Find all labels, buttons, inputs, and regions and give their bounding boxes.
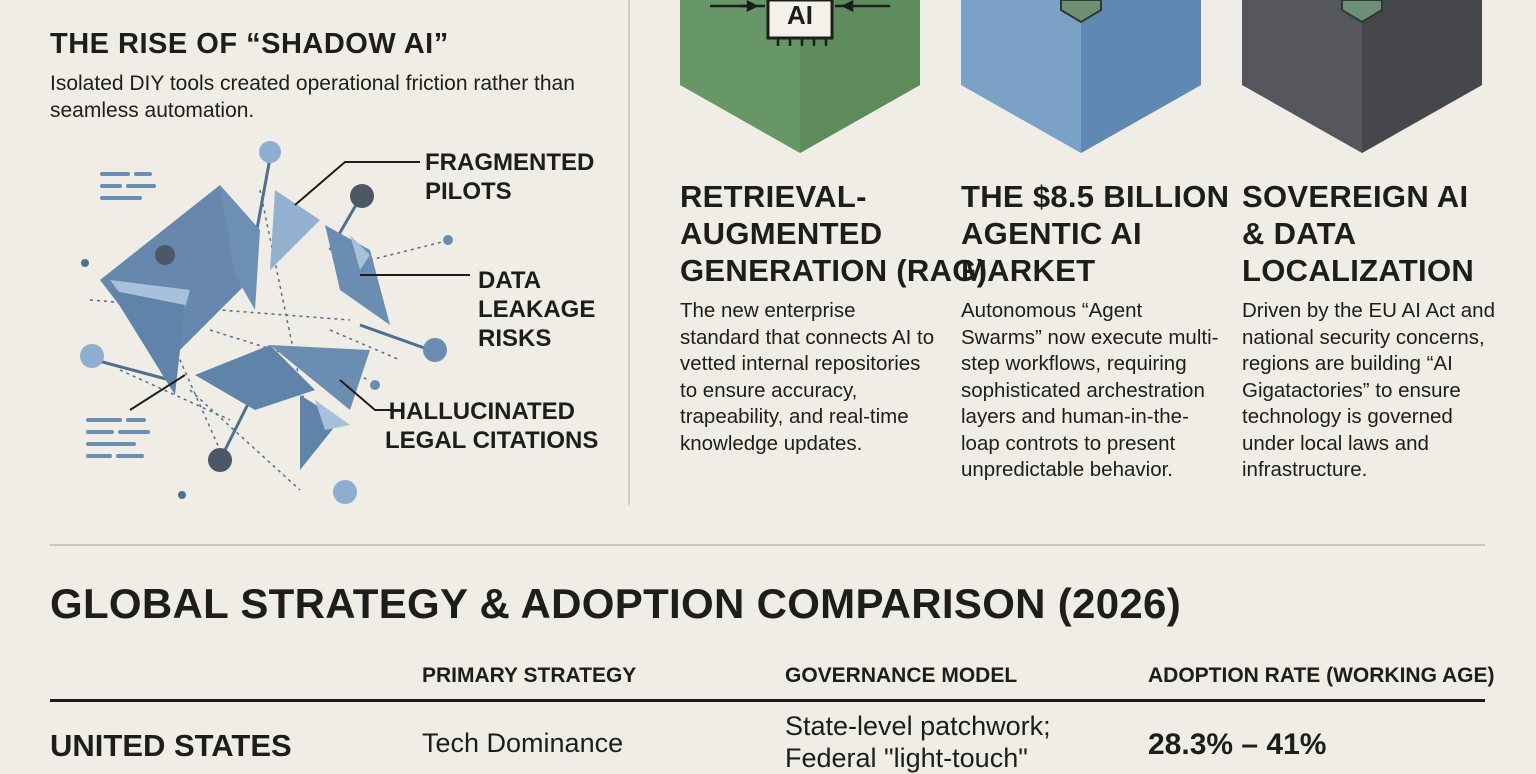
row-country: UNITED STATES [50, 728, 292, 763]
column-body-rag: The new enterprise standard that connect… [680, 299, 935, 455]
title-line: RETRIEVAL- [680, 179, 867, 214]
row-governance: State-level patchwork; Federal "light-to… [785, 710, 1051, 774]
title-line: SOVEREIGN AI [1242, 179, 1469, 214]
agentic-shield-graphic [961, 0, 1201, 153]
header-primary-strategy: PRIMARY STRATEGY [422, 664, 637, 687]
sovereign-shield-graphic [1242, 0, 1482, 153]
column-title-agentic: THE $8.5 BILLION AGENTIC AI MARKET [961, 178, 1229, 289]
title-line: AUGMENTED [680, 216, 883, 251]
callout-hallucinated-citations: HALLUCINATED LEGAL CITATIONS [385, 397, 599, 455]
fragmented-network-illustration [80, 141, 470, 504]
title-line: AGENTIC AI [961, 216, 1142, 251]
section-subtitle-shadow-ai: Isolated DIY tools created operational f… [50, 72, 575, 122]
title-line: GENERATION (RAG) [680, 253, 988, 288]
title-line: LOCALIZATION [1242, 253, 1475, 288]
governance-line: Federal "light-touch" [785, 743, 1028, 773]
title-line: MARKET [961, 253, 1096, 288]
callout-line: HALLUCINATED [388, 398, 575, 425]
governance-line: State-level patchwork; [785, 711, 1051, 741]
column-body-sovereign: Driven by the EU AI Act and national sec… [1242, 299, 1495, 481]
row-strategy: Tech Dominance [422, 728, 624, 758]
callout-line: RISKS [478, 325, 552, 352]
ai-chip-icon [766, 0, 834, 40]
header-adoption-rate: ADOPTION RATE (WORKING AGE) [1148, 664, 1495, 687]
column-body-agentic: Autonomous “Agent Swarms” now execute mu… [961, 299, 1219, 481]
header-governance-model: GOVERNANCE MODEL [785, 664, 1018, 687]
rag-shield-graphic: AI [680, 0, 920, 153]
title-line: & DATA [1242, 216, 1357, 251]
column-title-sovereign: SOVEREIGN AI & DATA LOCALIZATION [1242, 178, 1474, 289]
callout-line: LEGAL CITATIONS [385, 427, 599, 454]
column-title-rag: RETRIEVAL- AUGMENTED GENERATION (RAG) [680, 178, 987, 289]
comparison-title: GLOBAL STRATEGY & ADOPTION COMPARISON (2… [50, 580, 1181, 627]
title-line: THE $8.5 BILLION [961, 179, 1230, 214]
cube-icon [1341, 0, 1383, 24]
cube-icon [1060, 0, 1102, 24]
callout-line: PILOTS [425, 178, 512, 205]
table-header-rule [50, 699, 1485, 702]
row-adoption: 28.3% – 41% [1148, 728, 1327, 761]
callout-data-leakage: DATA LEAKAGE RISKS [478, 266, 595, 353]
vertical-divider [628, 0, 630, 505]
ai-chip-label: AI [787, 0, 813, 30]
callout-fragmented-pilots: FRAGMENTED PILOTS [425, 148, 594, 206]
horizontal-divider [50, 544, 1485, 546]
callout-line: FRAGMENTED [425, 149, 595, 176]
callout-line: LEAKAGE [478, 296, 596, 323]
section-title-shadow-ai: THE RISE OF “SHADOW AI” [50, 28, 449, 60]
callout-line: DATA [478, 267, 542, 294]
